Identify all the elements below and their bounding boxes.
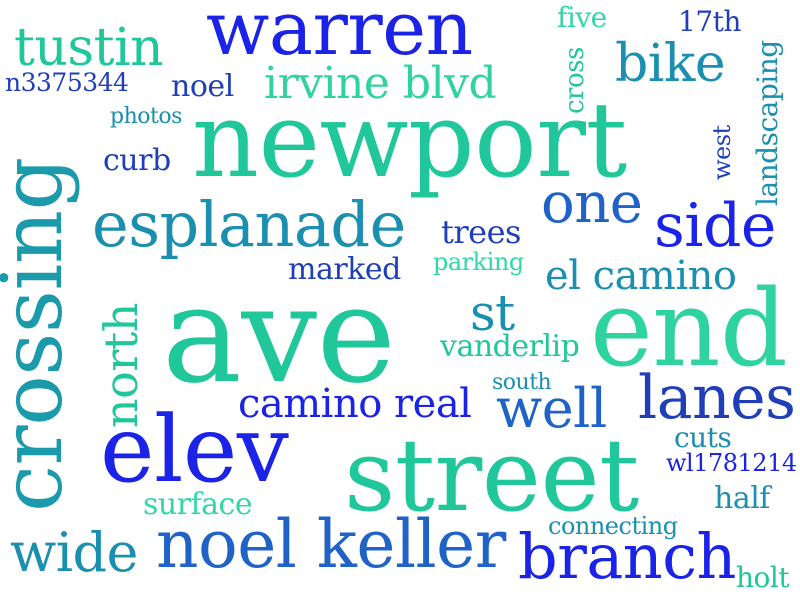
word-noel: noel xyxy=(171,69,234,104)
word-tustin: tustin xyxy=(14,18,164,78)
word-crossing: crossing xyxy=(0,157,81,512)
word-wide: wide xyxy=(10,521,139,584)
word-vanderlip: vanderlip xyxy=(440,329,580,364)
word-connecting: connecting xyxy=(548,512,678,540)
word-marked: marked xyxy=(288,252,401,287)
word-end: end xyxy=(590,267,788,390)
word-photos: photos xyxy=(110,104,182,129)
word-well: well xyxy=(496,377,607,440)
word-wl1781214: wl1781214 xyxy=(666,449,797,477)
word-elev: elev xyxy=(100,396,289,503)
word-half: half xyxy=(714,481,770,516)
word-curb: curb xyxy=(103,143,171,178)
word-el-camino: el camino xyxy=(545,253,737,299)
word-bike: bike xyxy=(615,34,726,94)
word-street: street xyxy=(344,417,639,534)
word-warren: warren xyxy=(206,0,473,72)
word-cuts: cuts xyxy=(674,421,732,454)
word-camino-real: camino real xyxy=(238,381,472,427)
word-south: south xyxy=(492,370,552,395)
word-branch: branch xyxy=(518,520,736,593)
word-landscaping: landscaping xyxy=(751,40,784,206)
word-17th: 17th xyxy=(678,5,741,38)
word-ave: ave xyxy=(162,257,396,413)
word-irvine-blvd: irvine blvd xyxy=(264,58,497,109)
word-esplanade: esplanade xyxy=(92,188,406,261)
word-parking: parking xyxy=(433,248,524,276)
word-side: side xyxy=(654,191,776,261)
word-holt: holt xyxy=(736,561,790,594)
word-trees: trees xyxy=(441,213,521,251)
word-noel-keller: noel keller xyxy=(156,506,506,583)
word-st: st xyxy=(470,284,515,342)
word-lanes: lanes xyxy=(638,363,796,433)
word-surface: surface xyxy=(143,487,253,522)
word-one: one xyxy=(541,171,643,236)
word-n3375344: n3375344 xyxy=(5,68,129,97)
word-west: west xyxy=(708,125,736,180)
word-five: five xyxy=(557,1,607,34)
word-newport: newport xyxy=(192,79,627,201)
